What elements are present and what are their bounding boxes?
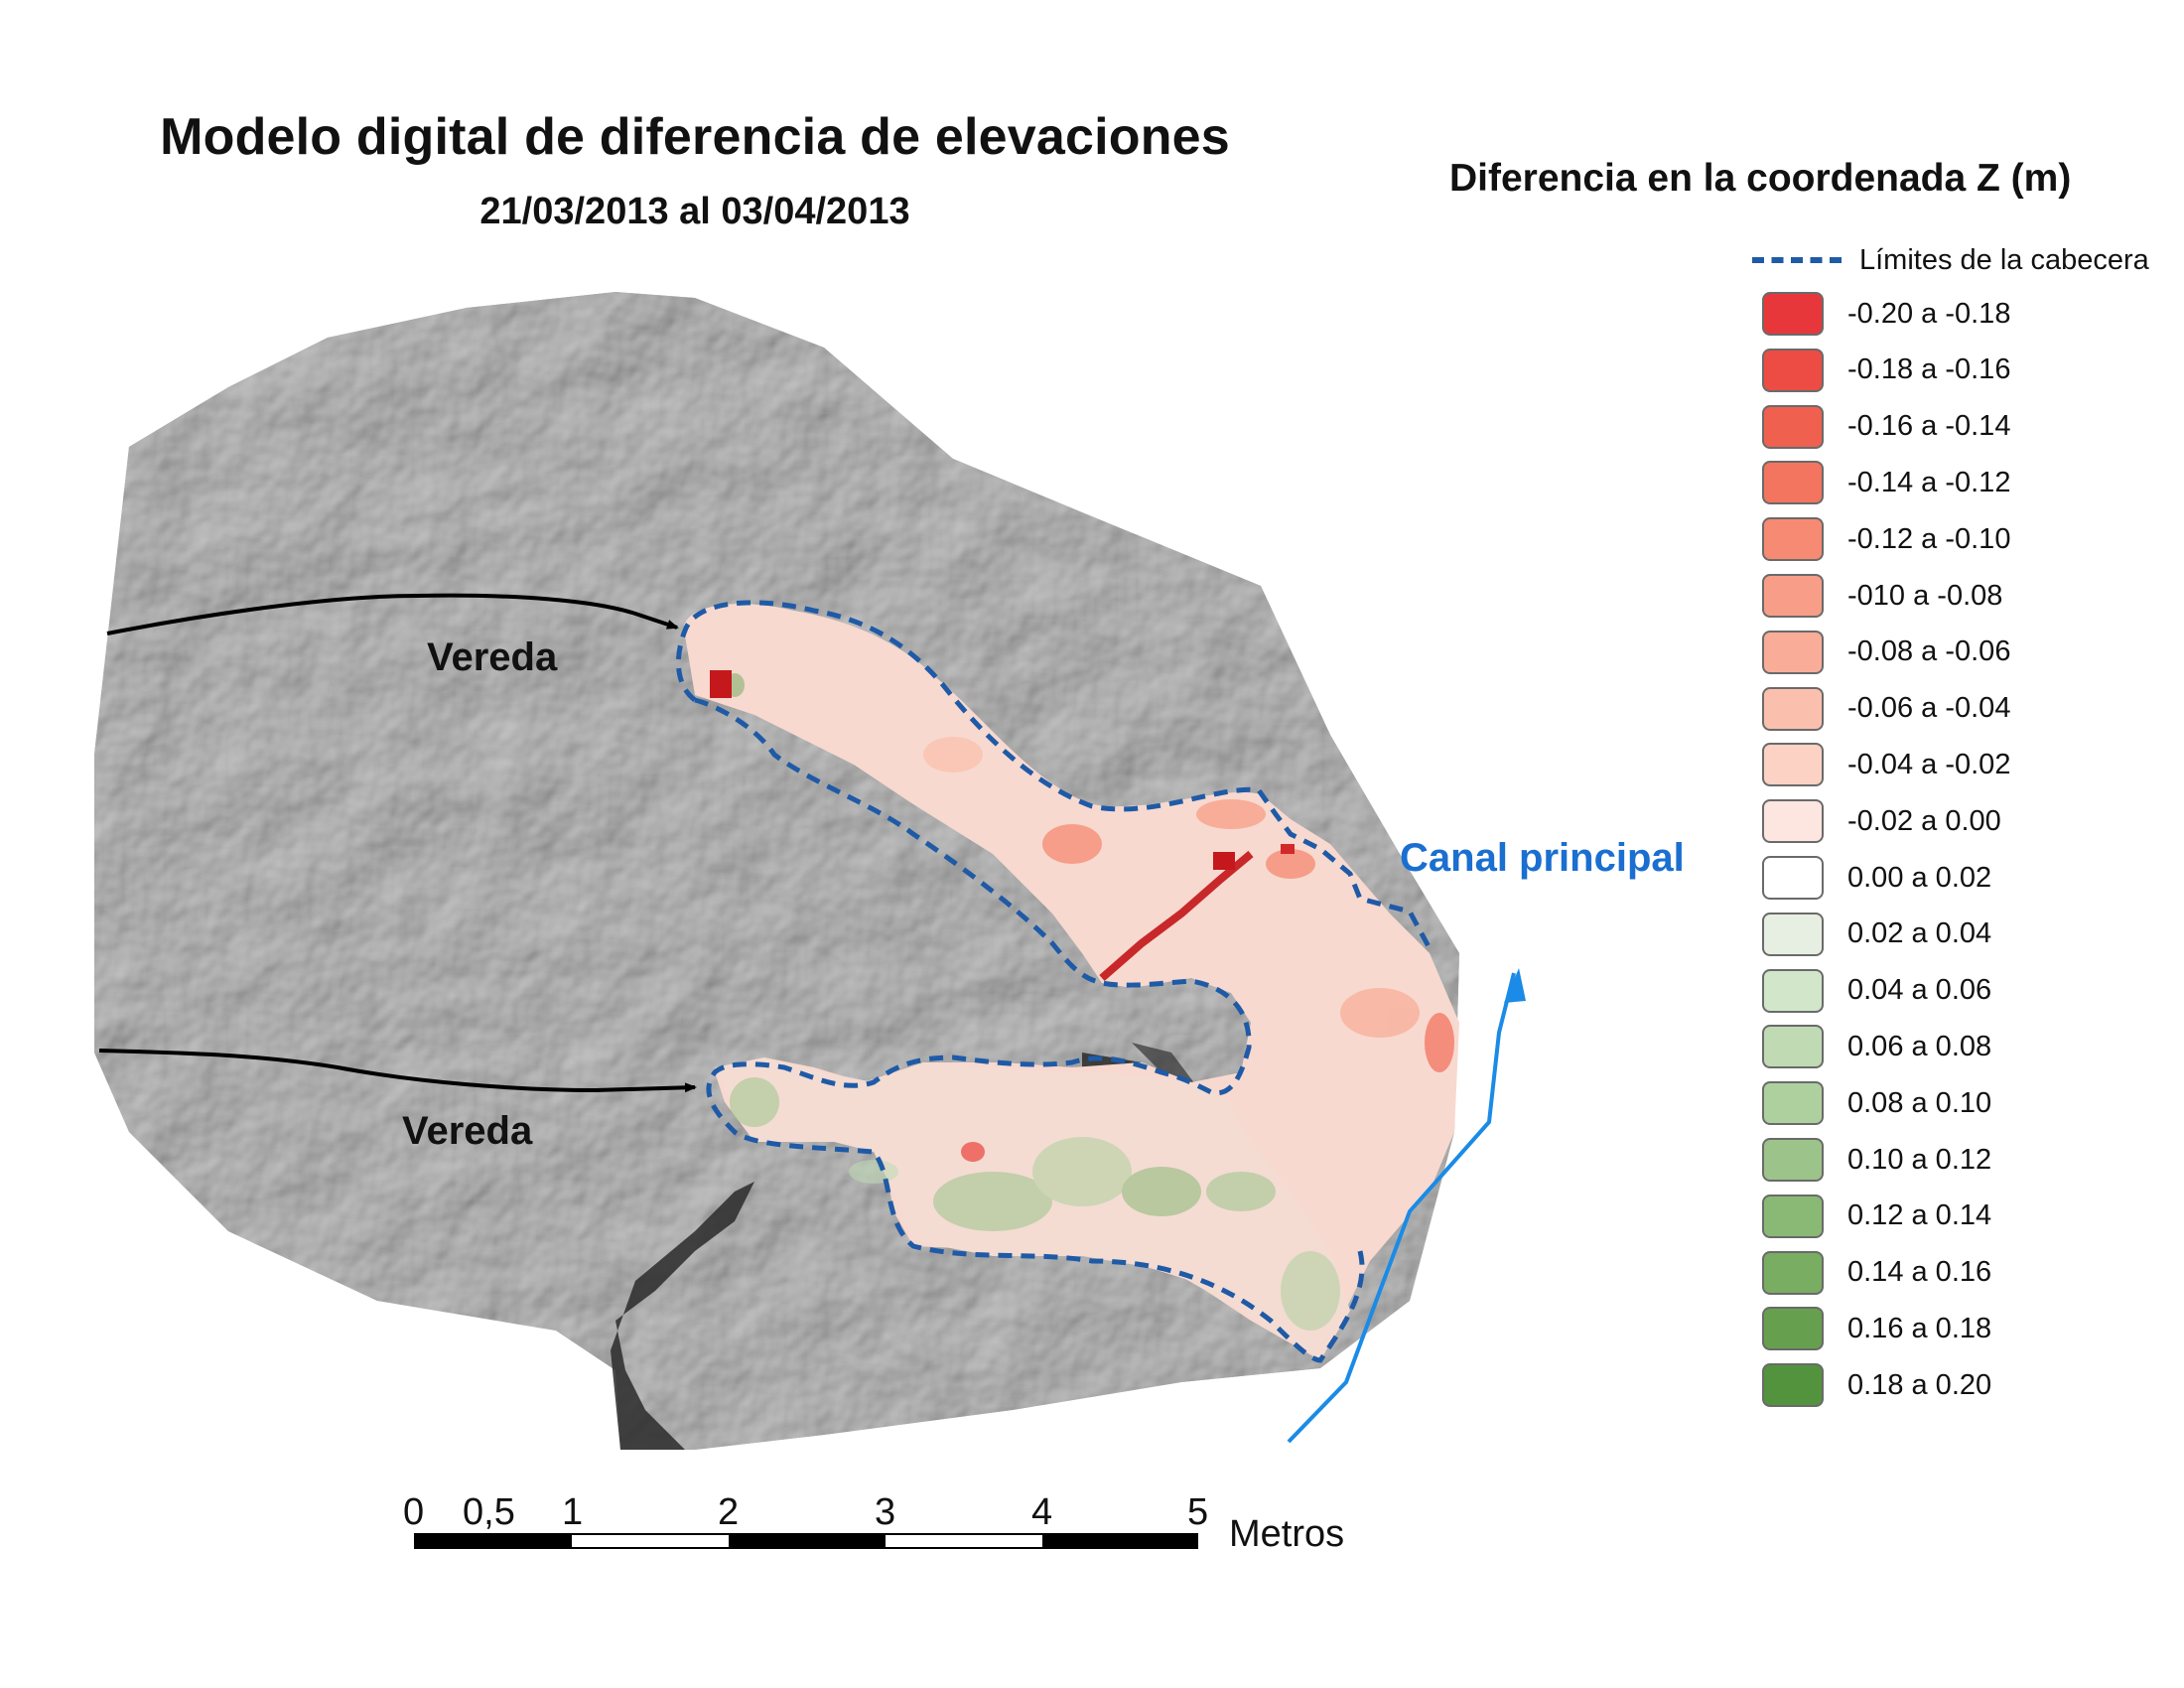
legend-class-entry: 0.14 a 0.16 — [1752, 1250, 1992, 1295]
legend-class-label: -0.12 a -0.10 — [1847, 522, 2011, 555]
elevation-difference-raster — [683, 604, 1459, 1360]
scale-unit: Metros — [1229, 1513, 1345, 1555]
legend-class-entry: -0.16 a -0.14 — [1752, 404, 2011, 449]
legend-color-swatch — [1762, 292, 1824, 336]
legend-class-entry: -0.06 a -0.04 — [1752, 686, 2011, 731]
scale-tick-5: 5 — [1187, 1491, 1209, 1533]
legend-color-swatch — [1762, 574, 1824, 618]
legend-class-entry: -0.02 a 0.00 — [1752, 799, 2001, 844]
legend-color-swatch — [1762, 1138, 1824, 1182]
scale-tick-1: 1 — [562, 1491, 584, 1533]
legend-color-swatch — [1762, 1194, 1824, 1238]
scale-bar — [414, 1533, 1198, 1549]
legend-class-label: 0.04 a 0.06 — [1847, 974, 1992, 1007]
legend-class-label: -0.08 a -0.06 — [1847, 635, 2011, 668]
legend-class-label: 0.14 a 0.16 — [1847, 1256, 1992, 1289]
legend-class-entry: 0.02 a 0.04 — [1752, 912, 1992, 956]
legend-boundary-entry: Límites de la cabecera — [1752, 238, 2149, 282]
legend-color-swatch — [1762, 517, 1824, 562]
legend-class-entry: 0.00 a 0.02 — [1752, 856, 1991, 900]
legend-color-swatch — [1762, 856, 1824, 900]
path-arrows — [98, 593, 697, 1093]
legend-class-entry: 0.06 a 0.08 — [1752, 1025, 1992, 1069]
legend-color-swatch — [1762, 404, 1824, 449]
map-title: Modelo digital de diferencia de elevacio… — [160, 108, 1230, 166]
legend-color-swatch — [1762, 1025, 1824, 1069]
legend-class-label: 0.18 a 0.20 — [1847, 1368, 1992, 1401]
legend-color-swatch — [1762, 348, 1824, 392]
legend-class-entry: 0.04 a 0.06 — [1752, 968, 1992, 1013]
legend-class-entry: -0.04 a -0.02 — [1752, 743, 2011, 787]
legend-class-entry: -0.20 a -0.18 — [1752, 292, 2010, 336]
legend-title: Diferencia en la coordenada Z (m) — [1449, 157, 2072, 200]
legend-class-entry: 0.16 a 0.18 — [1752, 1307, 1992, 1351]
legend-color-swatch — [1762, 743, 1824, 787]
legend-class-entry: -0.12 a -0.10 — [1752, 517, 2011, 562]
legend-class-label: 0.12 a 0.14 — [1847, 1199, 1992, 1232]
legend-class-entry: 0.08 a 0.10 — [1752, 1081, 1992, 1126]
path-label-lower: Vereda — [402, 1109, 533, 1153]
legend-boundary-label: Límites de la cabecera — [1859, 243, 2149, 276]
legend-class-entry: 0.12 a 0.14 — [1752, 1194, 1992, 1238]
scale-tick-0: 0 — [403, 1491, 425, 1533]
legend-class-entry: -0.18 a -0.16 — [1752, 348, 2011, 392]
legend-color-swatch — [1762, 912, 1824, 956]
legend-class-label: 0.02 a 0.04 — [1847, 917, 1992, 950]
channel-arrow — [1287, 968, 1526, 1444]
legend-class-label: -0.18 a -0.16 — [1847, 353, 2011, 386]
legend-class-label: 0.00 a 0.02 — [1847, 861, 1992, 894]
legend-dashed-line-symbol — [1752, 257, 1842, 263]
legend-color-swatch — [1762, 461, 1824, 505]
scale-tick-3: 3 — [875, 1491, 896, 1533]
legend-class-label: -010 a -0.08 — [1847, 579, 2003, 612]
path-label-upper: Vereda — [427, 635, 558, 679]
scale-tick-2: 2 — [718, 1491, 740, 1533]
legend-class-label: -0.04 a -0.02 — [1847, 748, 2011, 780]
legend-class-label: -0.14 a -0.12 — [1847, 466, 2011, 498]
legend-class-entry: -0.08 a -0.06 — [1752, 630, 2011, 674]
legend-class-label: 0.16 a 0.18 — [1847, 1312, 1992, 1344]
legend-color-swatch — [1762, 1081, 1824, 1126]
headscarp-boundary — [675, 600, 1433, 1363]
legend-class-label: 0.10 a 0.12 — [1847, 1143, 1992, 1176]
scale-tick-0-5: 0,5 — [463, 1491, 515, 1533]
legend-class-label: -0.02 a 0.00 — [1847, 804, 2001, 837]
legend-class-entry: 0.10 a 0.12 — [1752, 1138, 1991, 1182]
legend-color-swatch — [1762, 1250, 1824, 1295]
scale-tick-4: 4 — [1031, 1491, 1053, 1533]
legend-color-swatch — [1762, 630, 1824, 674]
legend-class-label: 0.06 a 0.08 — [1847, 1030, 1992, 1062]
channel-label: Canal principal — [1400, 836, 1685, 880]
legend-class-label: -0.16 a -0.14 — [1847, 410, 2011, 443]
legend-class-entry: -0.14 a -0.12 — [1752, 461, 2011, 505]
legend-class-entry: 0.18 a 0.20 — [1752, 1363, 1992, 1408]
legend-color-swatch — [1762, 1307, 1824, 1351]
map-subtitle: 21/03/2013 al 03/04/2013 — [479, 191, 910, 232]
legend-class-entry: -010 a -0.08 — [1752, 574, 2002, 618]
legend-class-label: 0.08 a 0.10 — [1847, 1086, 1992, 1119]
legend-color-swatch — [1762, 799, 1824, 844]
legend-color-swatch — [1762, 1363, 1824, 1408]
legend-color-swatch — [1762, 686, 1824, 731]
legend-class-label: -0.06 a -0.04 — [1847, 692, 2011, 725]
legend-class-label: -0.20 a -0.18 — [1847, 297, 2011, 330]
legend-color-swatch — [1762, 968, 1824, 1013]
